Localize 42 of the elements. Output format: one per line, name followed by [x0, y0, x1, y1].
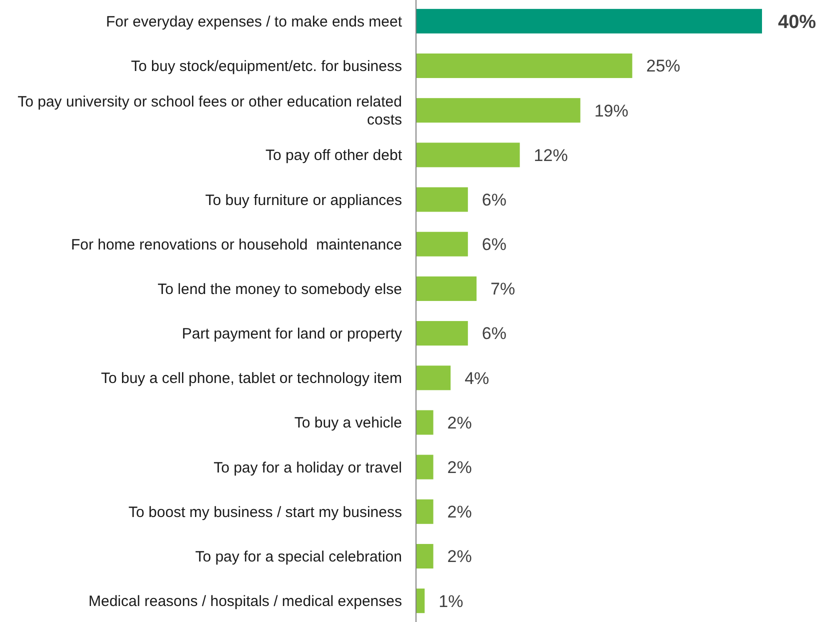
y-tick-label: To lend the money to somebody else	[158, 280, 402, 298]
bar	[416, 8, 762, 34]
bar	[416, 321, 468, 346]
data-label: 7%	[490, 280, 516, 299]
bar	[416, 187, 468, 212]
data-label: 25%	[646, 56, 680, 76]
bar	[416, 54, 632, 78]
y-tick-label: To pay university or school fees or other education related costs	[18, 94, 402, 129]
y-tick-label: Medical reasons / hospitals / medical expenses	[88, 593, 402, 610]
data-label: 19%	[594, 101, 628, 120]
data-label: 6%	[482, 324, 506, 344]
bar	[416, 142, 520, 168]
bar	[416, 454, 434, 480]
bar	[416, 588, 425, 614]
y-tick-label: To boost my business / start my business	[128, 504, 402, 521]
data-label: 1%	[438, 592, 464, 611]
data-label: 12%	[534, 146, 568, 165]
y-tick-label: To buy furniture or appliances	[205, 192, 402, 209]
bar	[416, 499, 434, 524]
bar	[416, 98, 580, 123]
bar	[416, 232, 468, 256]
bar	[416, 366, 451, 390]
data-label: 40%	[778, 12, 816, 33]
y-tick-label: To pay for a holiday or travel	[214, 459, 402, 476]
bar	[416, 276, 477, 301]
y-tick-label: Part payment for land or property	[182, 326, 402, 343]
y-tick-label: For home renovations or household maintenance	[70, 236, 402, 254]
data-label: 2%	[447, 458, 472, 478]
y-tick-label: To buy stock/equipment/etc. for business	[131, 58, 402, 76]
data-label: 4%	[464, 368, 490, 388]
y-tick-label: To pay off other debt	[266, 147, 403, 164]
data-label: 6%	[482, 235, 506, 254]
data-label: 2%	[447, 502, 472, 522]
data-label: 2%	[447, 413, 472, 432]
y-tick-label: To buy a cell phone, tablet or technology item	[100, 370, 402, 388]
y-tick-label: To pay for a special celebration	[195, 548, 402, 566]
y-tick-label: For everyday expenses / to make ends meet	[106, 13, 403, 30]
bar	[416, 410, 434, 435]
y-tick-label: To buy a vehicle	[294, 414, 402, 432]
bar	[416, 544, 434, 568]
data-label: 2%	[447, 547, 472, 566]
data-label: 6%	[482, 190, 506, 210]
